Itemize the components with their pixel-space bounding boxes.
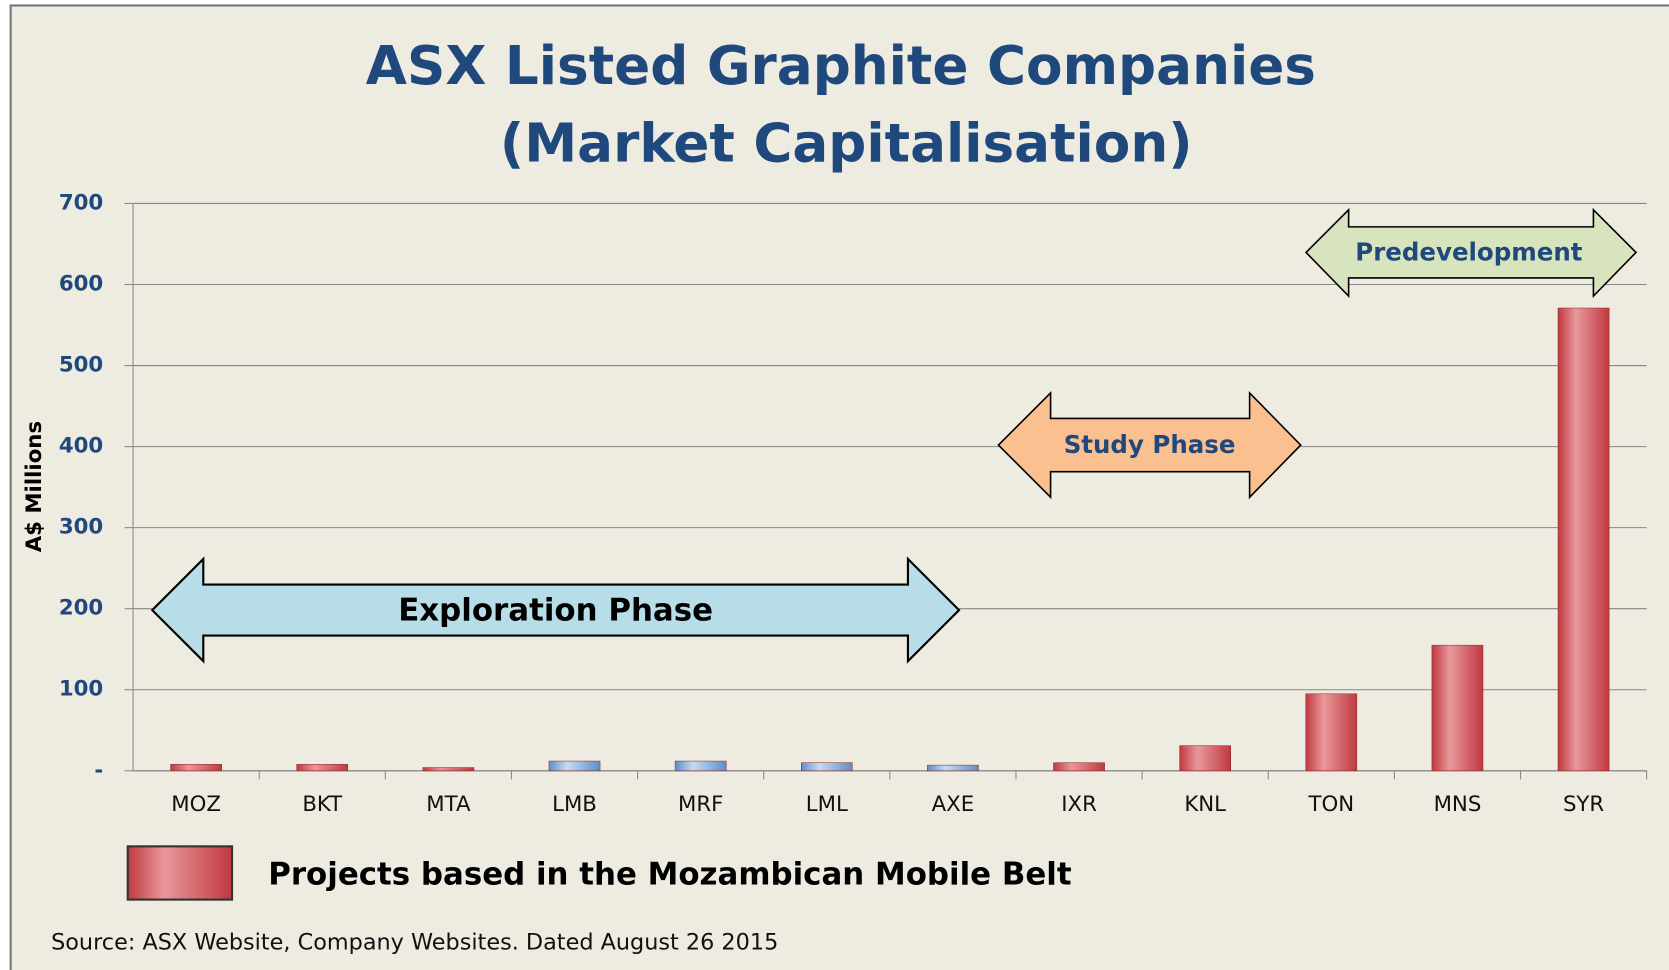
x-tick-label: LML xyxy=(806,792,848,817)
bar xyxy=(927,764,979,772)
bar xyxy=(1053,762,1105,772)
x-tick-label: MOZ xyxy=(171,792,221,817)
predevelopment-arrow xyxy=(1304,207,1638,299)
bar xyxy=(800,762,853,772)
x-tick-label: KNL xyxy=(1184,792,1226,817)
x-tick-label: MTA xyxy=(426,792,471,817)
y-tick-label: 600 xyxy=(59,272,103,297)
y-tick-label: 100 xyxy=(59,677,103,702)
legend-label: Projects based in the Mozambican Mobile … xyxy=(268,857,1072,893)
y-tick-label: 500 xyxy=(59,353,103,378)
x-tick-label: LMB xyxy=(552,792,597,817)
bar xyxy=(1305,693,1358,772)
y-tick-label: - xyxy=(94,758,103,783)
y-tick-label: 400 xyxy=(59,434,103,459)
annotation: Predevelopment xyxy=(1355,237,1582,266)
chart-title: (Market Capitalisation) xyxy=(500,113,1193,175)
y-axis-label: A$ Millions xyxy=(22,421,47,552)
study-arrow xyxy=(997,390,1302,500)
x-tick-label: TON xyxy=(1307,792,1354,817)
bar xyxy=(422,767,475,772)
x-tick-label: MNS xyxy=(1434,792,1482,817)
bar xyxy=(674,760,727,772)
phase-arrows: Exploration Phase Study Phase Predevelop… xyxy=(150,207,1638,664)
exploration-arrow xyxy=(150,556,961,664)
annotation: Exploration Phase xyxy=(398,593,713,629)
bar xyxy=(548,760,601,772)
x-tick-label: AXE xyxy=(932,792,975,817)
x-tick-label: MRF xyxy=(678,792,723,817)
legend-swatch xyxy=(126,845,234,901)
bar xyxy=(1557,307,1610,772)
annotation: Study Phase xyxy=(1064,430,1236,459)
bar xyxy=(1431,644,1484,772)
x-tick-label: BKT xyxy=(302,792,343,817)
source-note: Source: ASX Website, Company Websites. D… xyxy=(51,930,778,956)
x-tick-label: IXR xyxy=(1061,792,1097,817)
y-tick-label: 200 xyxy=(59,596,103,621)
x-tick-label: SYR xyxy=(1563,792,1604,817)
y-tick-label: 700 xyxy=(59,190,103,215)
bar xyxy=(296,764,349,772)
y-tick-label: 300 xyxy=(59,515,103,540)
chart-frame xyxy=(9,4,1669,970)
bar xyxy=(1179,745,1231,772)
chart-title: ASX Listed Graphite Companies xyxy=(366,35,1316,97)
bar xyxy=(170,764,222,772)
